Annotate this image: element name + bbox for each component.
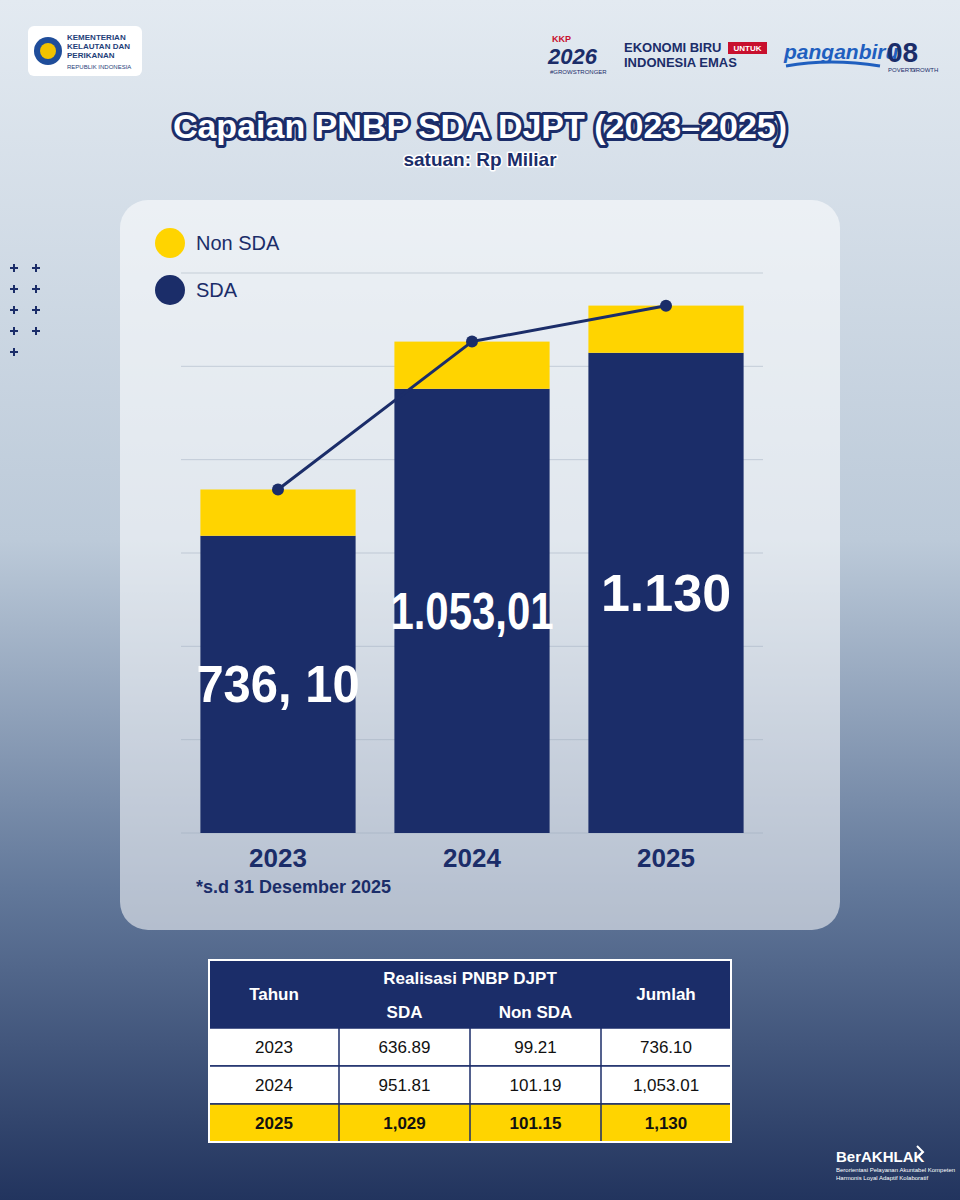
- kkp-year: 2026: [547, 44, 598, 69]
- chart-subtitle: satuan: Rp Miliar: [403, 149, 557, 170]
- x-tick-label: 2025: [637, 843, 695, 873]
- pangan-wave: [786, 62, 880, 66]
- x-tick-label: 2024: [443, 843, 501, 873]
- ekonomi-biru: EKONOMI BIRU: [624, 40, 722, 55]
- table-cell-border: [469, 1066, 471, 1104]
- table-header: SDA: [387, 1003, 423, 1022]
- decor-plus: [32, 264, 40, 272]
- chart-title: Capaian PNBP SDA DJPT (2023–2025): [173, 107, 787, 145]
- ekonomi-untuk: UNTUK: [734, 44, 762, 53]
- table-header: Tahun: [249, 985, 299, 1004]
- logo-emblem: [34, 37, 62, 65]
- footnote: *s.d 31 Desember 2025: [196, 877, 391, 897]
- chart-panel: [120, 200, 840, 930]
- table-frame: [209, 960, 731, 1142]
- decor-plus: [10, 306, 18, 314]
- total-dot: [660, 300, 672, 312]
- plot-marks: [200, 300, 743, 833]
- table-cell: 2025: [255, 1114, 293, 1133]
- table-cell-border: [600, 1066, 602, 1104]
- total-dot: [466, 336, 478, 348]
- table-header-bg: [209, 960, 731, 1028]
- table-cell-border: [338, 1104, 340, 1142]
- table-header: Non SDA: [499, 1003, 573, 1022]
- table-row-bg: [209, 1066, 731, 1104]
- ministry-name: KELAUTAN DAN: [67, 42, 130, 51]
- table-cell-border: [469, 1028, 471, 1066]
- logo-emblem-inner: [40, 43, 56, 59]
- decor-plus: [10, 285, 18, 293]
- decor-plus: [32, 327, 40, 335]
- ministry-name: KEMENTERIAN: [67, 33, 126, 42]
- kkp-tag: #GROWSTRONGER: [550, 69, 607, 75]
- table-cell: 101.15: [510, 1114, 562, 1133]
- footer-tagline: Harmonis Loyal Adaptif Kolaboratif: [836, 1175, 928, 1181]
- legend-swatch: [155, 275, 185, 305]
- decor-plus: [32, 285, 40, 293]
- asta-growth: GROWTH: [911, 67, 938, 73]
- table-cell: 2024: [255, 1076, 293, 1095]
- table-cell: 736.10: [640, 1038, 692, 1057]
- background: [0, 0, 960, 1200]
- pangan-biru: panganbiru: [783, 40, 899, 63]
- table-cell: 2023: [255, 1038, 293, 1057]
- table-cell-border: [600, 1028, 602, 1066]
- decor-plus: [10, 264, 18, 272]
- table-cell: 99.21: [514, 1038, 557, 1057]
- data-label: 736, 10: [196, 655, 359, 713]
- bar-segment: [200, 489, 355, 535]
- table-cell: 1,053.01: [633, 1076, 699, 1095]
- table-cell: 1,029: [383, 1114, 426, 1133]
- legend-label: Non SDA: [196, 232, 280, 254]
- table-cell: 1,130: [645, 1114, 688, 1133]
- footer-tagline: Berorientasi Pelayanan Akuntabel Kompete…: [836, 1167, 955, 1173]
- table-cell: 101.19: [510, 1076, 562, 1095]
- page: KEMENTERIANKELAUTAN DANPERIKANAN REPUBLIK…: [0, 0, 960, 1200]
- table-cell-border: [338, 1066, 340, 1104]
- footer-chevron: [917, 1146, 923, 1158]
- table-header: Realisasi PNBP DJPT: [383, 969, 557, 988]
- ministry-name: PERIKANAN: [67, 51, 115, 60]
- decor-plus: [32, 306, 40, 314]
- untuk-box: [728, 42, 767, 54]
- table-cell: 636.89: [379, 1038, 431, 1057]
- legend-label: SDA: [196, 279, 238, 301]
- table-cell-border: [338, 1028, 340, 1066]
- table-cell-border: [469, 1104, 471, 1142]
- logo-box: [28, 26, 142, 76]
- grid-line: [181, 273, 763, 274]
- table-cell-border: [600, 1104, 602, 1142]
- x-tick-label: 2023: [249, 843, 307, 873]
- ministry-country: REPUBLIK INDONESIA: [67, 64, 131, 70]
- total-dot: [272, 483, 284, 495]
- table-row-bg: [209, 1104, 731, 1142]
- asta-logo: 08: [887, 37, 918, 68]
- total-line: [278, 306, 666, 490]
- bar-segment: [588, 306, 743, 353]
- ekonomi-indonesia: INDONESIA EMAS: [624, 55, 737, 70]
- decor-plus: [10, 327, 18, 335]
- kkp-logo: KKP: [552, 34, 571, 44]
- table-cell: 951.81: [379, 1076, 431, 1095]
- legend-swatch: [155, 228, 185, 258]
- data-label: 1.053,01: [390, 582, 553, 640]
- bar-segment: [588, 353, 743, 833]
- decor-plus: [10, 348, 18, 356]
- table-row-bg: [209, 1028, 731, 1066]
- data-label: 1.130: [601, 564, 731, 622]
- table-header: Jumlah: [636, 985, 696, 1004]
- footer-brand: BerAKHLAK: [836, 1148, 925, 1165]
